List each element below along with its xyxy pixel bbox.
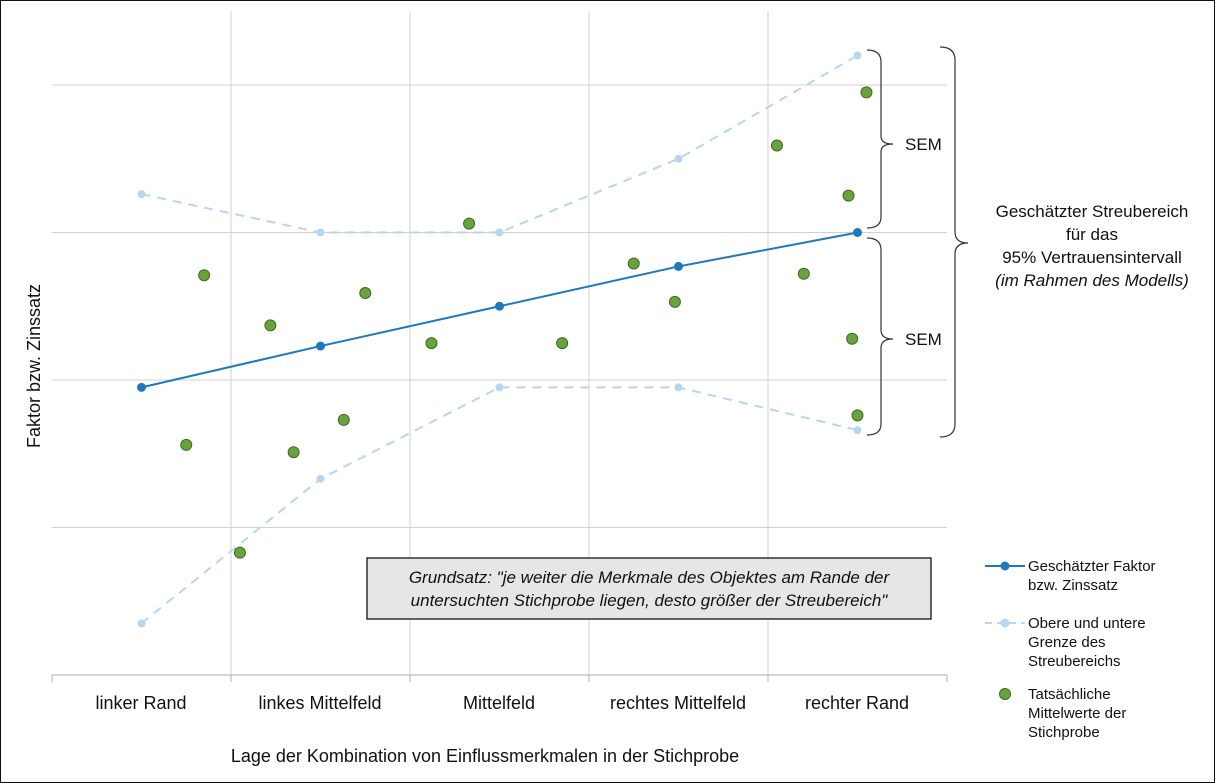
legend-label: Stichprobe — [1028, 724, 1100, 741]
legend-label: Tatsächliche — [1028, 686, 1111, 703]
bound-point — [316, 228, 325, 237]
bound-point — [853, 51, 862, 60]
actual-mean-point — [264, 319, 277, 332]
actual-mean-point — [198, 269, 211, 282]
range-label-line: (im Rahmen des Modells) — [995, 271, 1189, 290]
estimate-point — [674, 261, 683, 271]
bound-point — [495, 228, 504, 237]
range-annotation: Geschätzter Streubereich für das 95% Ver… — [995, 202, 1189, 290]
actual-mean-point — [668, 295, 681, 308]
legend-item-estimate: Geschätzter Faktor bzw. Zinssatz — [985, 558, 1156, 594]
legend-swatch-marker — [1000, 618, 1010, 628]
actual-mean-point — [233, 546, 246, 559]
bound-point — [674, 154, 683, 163]
x-tick-label: rechter Rand — [805, 693, 909, 713]
legend: Geschätzter Faktor bzw. Zinssatz Obere u… — [985, 558, 1156, 741]
actual-mean-point — [842, 189, 855, 202]
legend-swatch-dot — [999, 688, 1011, 700]
legend-label: Grenze des — [1028, 634, 1106, 651]
estimate-point — [316, 341, 325, 351]
actual-mean-point — [797, 267, 810, 280]
legend-label: Geschätzter Faktor — [1028, 558, 1156, 575]
actual-mean-point — [180, 438, 193, 451]
range-label-line: 95% Vertrauensintervall — [1002, 248, 1182, 267]
x-tick-label: Mittelfeld — [463, 693, 535, 713]
x-tick-label: linker Rand — [95, 693, 186, 713]
estimate-point — [853, 228, 862, 237]
series-layer — [137, 51, 873, 628]
bound-point — [137, 619, 146, 628]
x-tick-label: rechtes Mittelfeld — [610, 693, 746, 713]
y-axis-title: Faktor bzw. Zinssatz — [24, 284, 44, 448]
range-bracket — [939, 46, 969, 438]
bound-point — [137, 190, 146, 199]
actual-mean-point — [770, 139, 783, 152]
note-line: Grundsatz: "je weiter die Merkmale des O… — [409, 568, 891, 587]
legend-swatch-marker — [1000, 561, 1010, 571]
upper-bound-line — [141, 54, 858, 234]
actual-mean-point — [337, 413, 350, 426]
actual-mean-point — [359, 286, 372, 299]
legend-label: Obere und untere — [1028, 615, 1146, 632]
x-axis-title: Lage der Kombination von Einflussmerkmal… — [231, 746, 739, 766]
range-label-line: für das — [1066, 225, 1118, 244]
legend-item-bounds: Obere und untere Grenze des Streubereich… — [985, 615, 1146, 670]
bound-point — [316, 474, 325, 483]
bound-point — [853, 426, 862, 435]
legend-label: Mittelwerte der — [1028, 705, 1126, 722]
legend-item-actual: Tatsächliche Mittelwerte der Stichprobe — [999, 686, 1126, 741]
legend-label: Streubereichs — [1028, 653, 1121, 670]
estimate-point — [137, 382, 146, 392]
actual-mean-point — [846, 332, 859, 345]
range-label-line: Geschätzter Streubereich — [996, 202, 1189, 221]
axis-layer — [51, 674, 948, 682]
actual-mean-point — [287, 446, 300, 459]
bound-point — [495, 383, 504, 392]
actual-mean-point — [556, 337, 569, 350]
sem-lower-bracket — [866, 237, 894, 436]
sem-upper-bracket — [866, 49, 894, 229]
actual-mean-point — [851, 409, 864, 422]
actual-mean-point — [860, 86, 873, 99]
actual-mean-point — [425, 337, 438, 350]
actual-mean-point — [627, 257, 640, 270]
actual-mean-point — [463, 217, 476, 230]
sem-lower-label: SEM — [905, 330, 942, 349]
principle-note: Grundsatz: "je weiter die Merkmale des O… — [366, 557, 932, 620]
x-tick-labels: linker Rand linkes Mittelfeld Mittelfeld… — [95, 693, 909, 713]
estimate-point — [495, 301, 504, 311]
sem-upper-label: SEM — [905, 135, 942, 154]
x-tick-label: linkes Mittelfeld — [258, 693, 381, 713]
note-line: untersuchten Stichprobe liegen, desto gr… — [411, 591, 889, 610]
bound-point — [674, 383, 683, 392]
legend-label: bzw. Zinssatz — [1028, 577, 1118, 594]
